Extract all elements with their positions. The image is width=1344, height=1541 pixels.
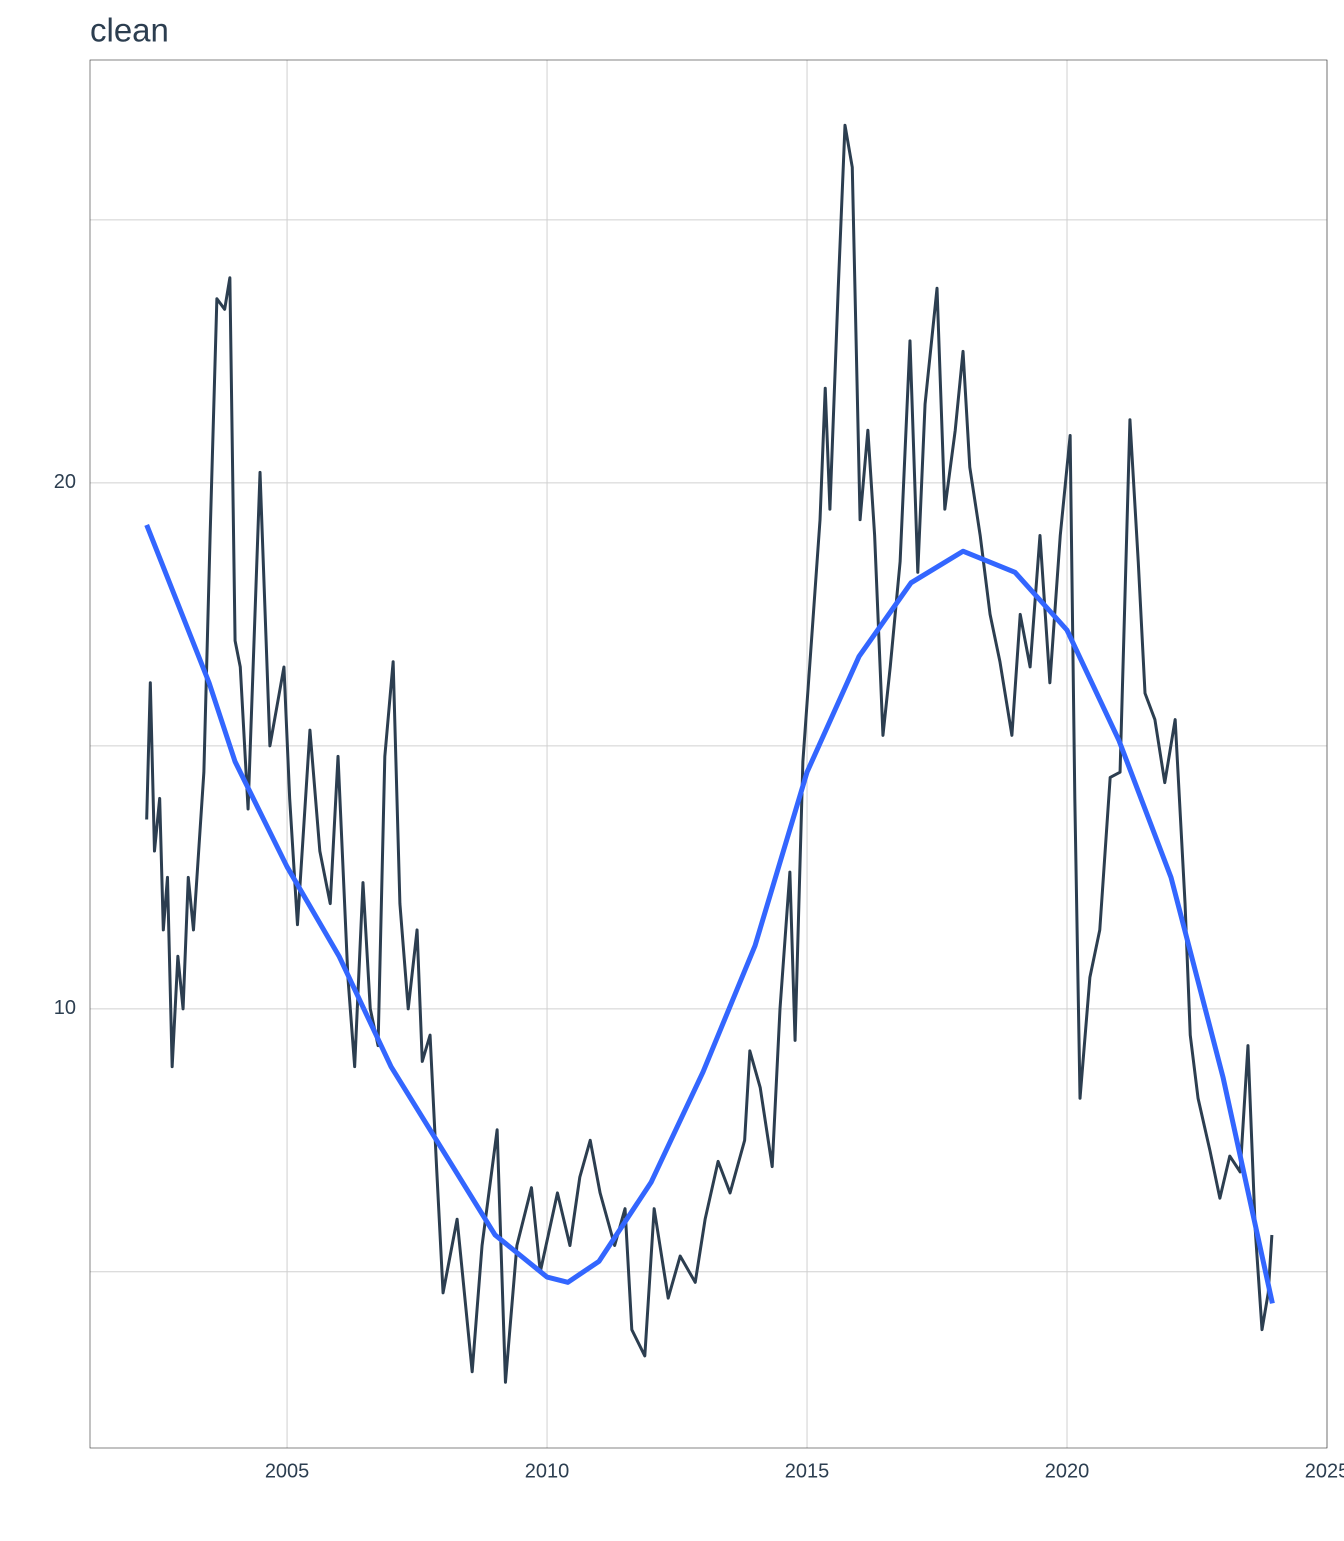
smooth-line xyxy=(144,524,1275,1304)
data-line xyxy=(145,123,1274,1384)
chart-title: clean xyxy=(90,12,169,49)
y-tick-label: 20 xyxy=(54,471,76,493)
x-tick-label: 2010 xyxy=(525,1460,570,1482)
x-tick-label: 2025 xyxy=(1305,1460,1344,1482)
y-tick-label: 10 xyxy=(54,997,76,1019)
panel-border xyxy=(89,59,1328,1449)
x-tick-label: 2020 xyxy=(1045,1460,1090,1482)
x-tick-label: 2015 xyxy=(785,1460,830,1482)
x-tick-label: 2005 xyxy=(265,1460,310,1482)
